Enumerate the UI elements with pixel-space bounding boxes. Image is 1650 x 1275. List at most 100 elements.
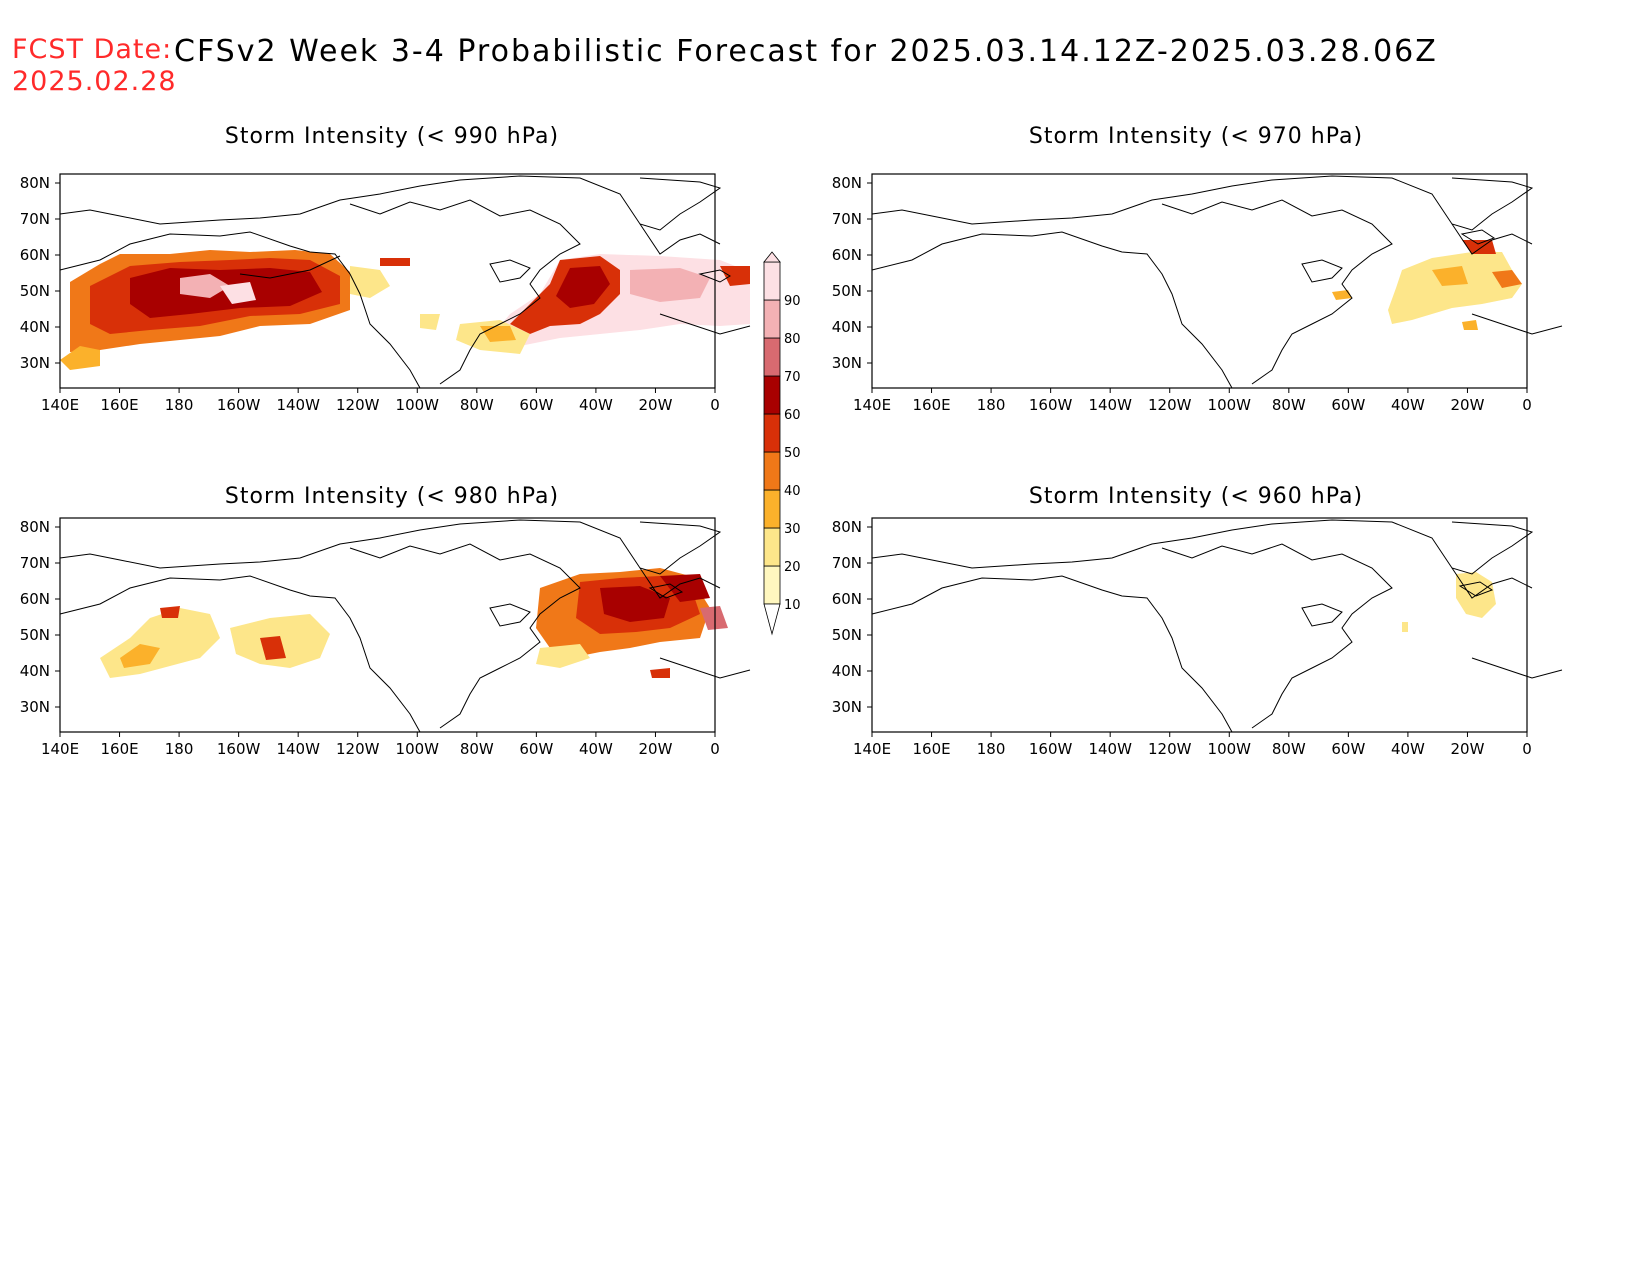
probability-shading [100, 568, 728, 678]
lon-tick-label: 80W [1272, 396, 1306, 414]
lon-tick-label: 100W [1208, 740, 1252, 758]
colorbar-swatch [763, 375, 781, 415]
lon-tick-label: 160E [100, 740, 138, 758]
lat-tick-label: 50N [20, 282, 50, 300]
lon-tick-label: 160W [217, 396, 261, 414]
colorbar-swatch [763, 451, 781, 491]
lon-tick-label: 60W [1331, 396, 1365, 414]
axis-ticks: 140E 160E 180 160W 140W 120W 100W 80W 60W 40W 20W 0… [832, 518, 1532, 758]
lat-tick-label: 30N [832, 698, 862, 716]
lon-tick-label: 20W [1450, 740, 1484, 758]
colorbar-label: 50 [784, 446, 801, 461]
lon-tick-label: 140W [276, 740, 320, 758]
lon-tick-label: 80W [460, 396, 494, 414]
lat-tick-label: 40N [832, 662, 862, 680]
coastlines [871, 175, 1563, 389]
lon-tick-label: 40W [579, 396, 613, 414]
map-panel-990: 140E 160E 180 160W 140W 120W 100W 80W 60W 40W 20W 0… [20, 173, 751, 414]
lat-tick-label: 80N [832, 174, 862, 192]
lat-tick-label: 80N [20, 174, 50, 192]
map-frame [59, 517, 716, 733]
forecast-title: CFSv2 Week 3-4 Probabilistic Forecast fo… [174, 34, 1438, 69]
lon-tick-label: 160E [912, 396, 950, 414]
lon-tick-label: 40W [1391, 740, 1425, 758]
lon-tick-label: 80W [460, 740, 494, 758]
lat-tick-label: 70N [20, 554, 50, 572]
probability-shading [60, 250, 750, 370]
map-panel-970: 140E 160E 180 160W 140W 120W 100W 80W 60W 40W 20W 0… [832, 173, 1563, 414]
lat-tick-label: 60N [20, 590, 50, 608]
colorbar-label: 80 [784, 332, 801, 347]
colorbar-swatch [763, 565, 781, 605]
lon-tick-label: 20W [638, 740, 672, 758]
lon-tick-label: 140E [853, 740, 891, 758]
colorbar-label: 30 [784, 522, 801, 537]
lat-tick-label: 40N [20, 662, 50, 680]
colorbar-swatch [763, 527, 781, 567]
lat-tick-label: 70N [832, 210, 862, 228]
lat-tick-label: 60N [832, 590, 862, 608]
panel-title-990: Storm Intensity (< 990 hPa) [224, 124, 560, 149]
panel-title-970: Storm Intensity (< 970 hPa) [1028, 124, 1364, 149]
lon-tick-label: 160W [1029, 740, 1073, 758]
lon-tick-label: 120W [336, 396, 380, 414]
lat-tick-label: 60N [832, 246, 862, 264]
colorbar-swatch [763, 299, 781, 339]
lat-tick-label: 50N [832, 282, 862, 300]
lon-tick-label: 60W [519, 740, 553, 758]
probability-colorbar: 10 20 30 40 50 60 70 80 90 [763, 251, 801, 636]
colorbar-min-arrow [763, 603, 781, 636]
colorbar-label: 40 [784, 484, 801, 499]
lon-tick-label: 120W [336, 740, 380, 758]
map-panel-980: 140E 160E 180 160W 140W 120W 100W 80W 60W 40W 20W 0… [20, 517, 751, 758]
lon-tick-label: 60W [519, 396, 553, 414]
lat-tick-label: 70N [20, 210, 50, 228]
lat-tick-label: 80N [832, 518, 862, 536]
lon-tick-label: 40W [579, 740, 613, 758]
lon-tick-label: 140W [276, 396, 320, 414]
coastlines [59, 519, 751, 733]
colorbar-swatch [763, 489, 781, 529]
lon-tick-label: 0 [710, 740, 720, 758]
lon-tick-label: 20W [638, 396, 672, 414]
colorbar-max-arrow [763, 251, 781, 263]
lat-tick-label: 50N [832, 626, 862, 644]
colorbar-label: 90 [784, 294, 801, 309]
colorbar-label: 10 [784, 598, 801, 613]
lon-tick-label: 180 [165, 740, 194, 758]
probability-shading [1332, 240, 1522, 330]
lon-tick-label: 0 [1522, 396, 1532, 414]
axis-ticks: 140E 160E 180 160W 140W 120W 100W 80W 60W 40W 20W 0… [20, 518, 720, 758]
lon-tick-label: 180 [977, 740, 1006, 758]
lat-tick-label: 60N [20, 246, 50, 264]
lat-tick-label: 80N [20, 518, 50, 536]
axis-ticks: 140E 160E 180 160W 140W 120W 100W 80W 60W 40W 20W 0… [832, 174, 1532, 414]
fcst-date-value: 2025.02.28 [12, 66, 177, 97]
lon-tick-label: 160W [1029, 396, 1073, 414]
lon-tick-label: 160W [217, 740, 261, 758]
lon-tick-label: 160E [912, 740, 950, 758]
lat-tick-label: 50N [20, 626, 50, 644]
lon-tick-label: 140E [41, 396, 79, 414]
lon-tick-label: 0 [710, 396, 720, 414]
map-frame [59, 173, 716, 389]
lat-tick-label: 30N [20, 354, 50, 372]
colorbar-swatch [763, 413, 781, 453]
colorbar-swatch [763, 261, 781, 301]
lon-tick-label: 140W [1088, 740, 1132, 758]
map-frame [871, 517, 1528, 733]
lon-tick-label: 140E [41, 740, 79, 758]
colorbar-label: 20 [784, 560, 801, 575]
lon-tick-label: 80W [1272, 740, 1306, 758]
map-panel-960: 140E 160E 180 160W 140W 120W 100W 80W 60W 40W 20W 0… [832, 517, 1563, 758]
coastlines [871, 519, 1563, 733]
fcst-date-label: FCST Date: [12, 34, 173, 65]
lat-tick-label: 40N [832, 318, 862, 336]
lon-tick-label: 100W [1208, 396, 1252, 414]
colorbar-label: 60 [784, 408, 801, 423]
lon-tick-label: 100W [396, 396, 440, 414]
coastlines [59, 175, 751, 389]
axis-ticks: 140E 160E 180 160W 140W 120W 100W 80W 60W 40W 20W 0… [20, 174, 720, 414]
lon-tick-label: 60W [1331, 740, 1365, 758]
